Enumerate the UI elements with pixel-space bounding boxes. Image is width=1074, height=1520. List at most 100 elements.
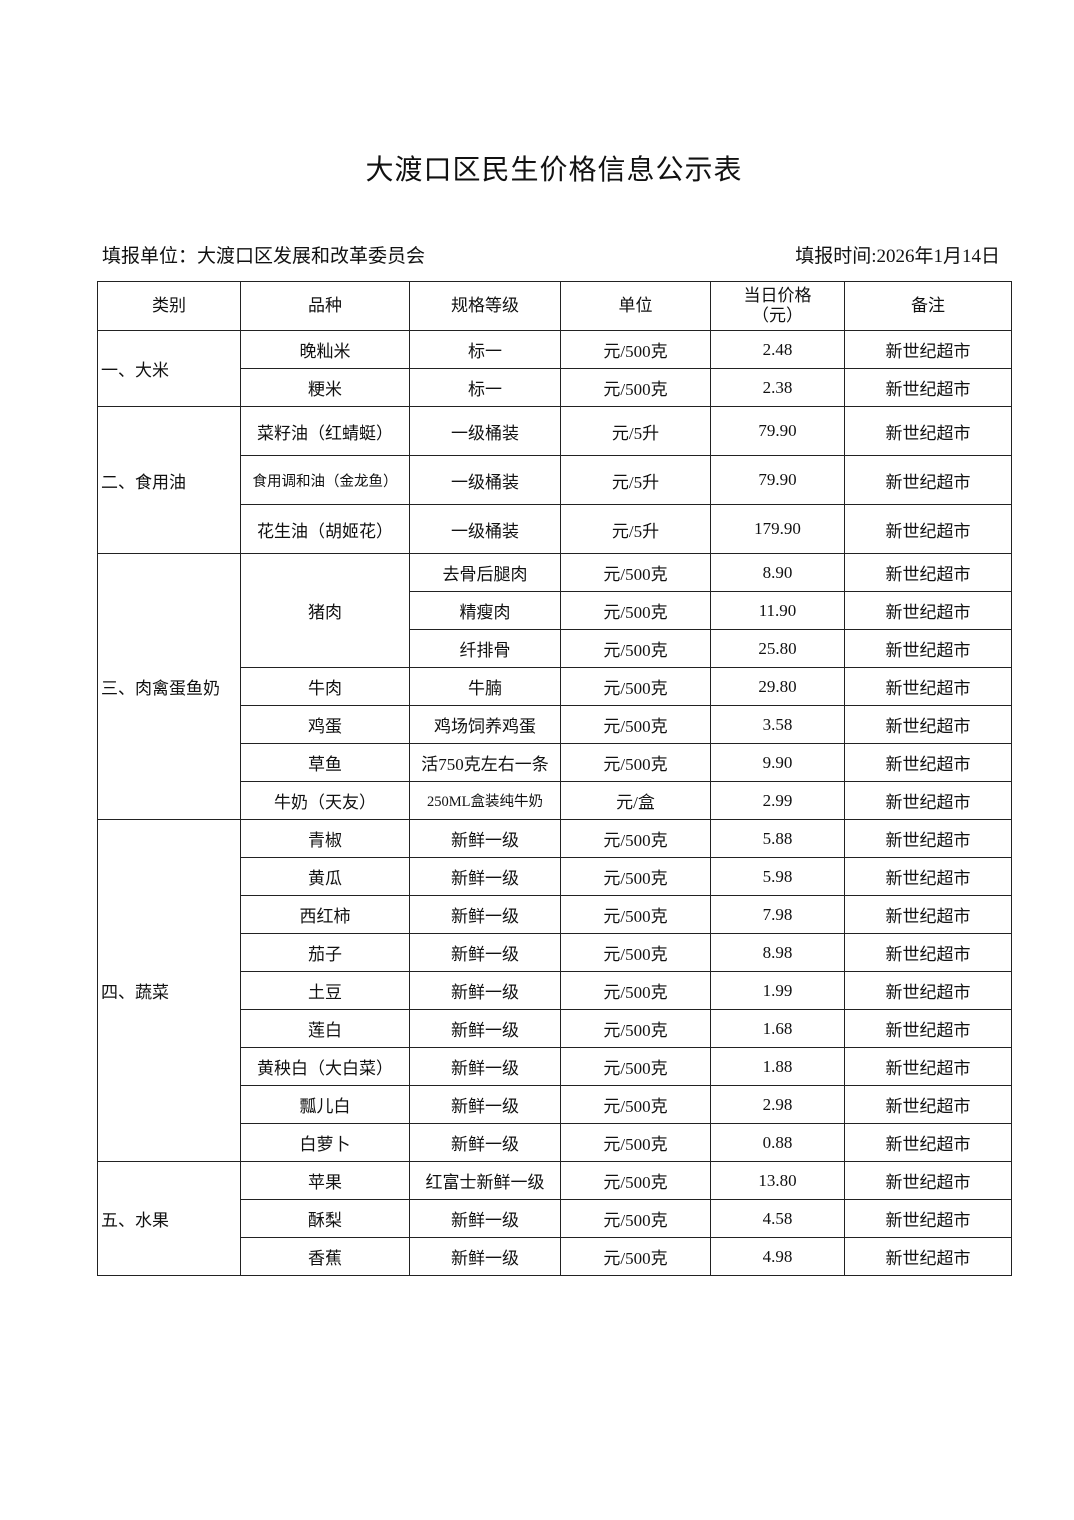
- table-row: 酥梨 新鲜一级 元/500克 4.58 新世纪超市: [98, 1199, 1012, 1238]
- table-row: 牛肉 牛腩 元/500克 29.80 新世纪超市: [98, 667, 1012, 706]
- price-cell: 1.99: [710, 971, 845, 1010]
- header-spec: 规格等级: [409, 281, 561, 331]
- unit-cell: 元/500克: [560, 330, 711, 369]
- reporting-date: 填报时间:2026年1月14日: [795, 246, 1000, 267]
- note-cell: 新世纪超市: [844, 1123, 1012, 1162]
- note-cell: 新世纪超市: [844, 933, 1012, 972]
- note-cell: 新世纪超市: [844, 1237, 1012, 1276]
- note-cell: 新世纪超市: [844, 1047, 1012, 1086]
- item-cell: 青椒: [240, 819, 410, 858]
- table-row: 黄秧白（大白菜） 新鲜一级 元/500克 1.88 新世纪超市: [98, 1047, 1012, 1086]
- price-cell: 29.80: [710, 667, 845, 706]
- note-cell: 新世纪超市: [844, 455, 1012, 505]
- table-row: 瓢儿白 新鲜一级 元/500克 2.98 新世纪超市: [98, 1085, 1012, 1124]
- spec-cell: 新鲜一级: [409, 895, 561, 934]
- table-row: 五、水果 苹果 红富士新鲜一级 元/500克 13.80 新世纪超市: [97, 1161, 1012, 1276]
- spec-cell: 一级桶装: [409, 504, 561, 554]
- price-cell: 2.48: [710, 330, 845, 369]
- table-row: 鸡蛋 鸡场饲养鸡蛋 元/500克 3.58 新世纪超市: [98, 705, 1012, 744]
- spec-cell: 一级桶装: [409, 455, 561, 505]
- spec-cell: 新鲜一级: [409, 1009, 561, 1048]
- price-cell: 5.88: [710, 819, 845, 858]
- unit-cell: 元/500克: [560, 1123, 711, 1162]
- price-table: 类别 品种 规格等级 单位 当日价格 （元） 备注 一、大米 晚籼米 标一 元/500克…: [97, 281, 1012, 1276]
- table-row: 二、食用油 菜籽油（红蜻蜓） 一级桶装 元/5升 79.90 新世纪超市: [97, 406, 1012, 554]
- note-cell: 新世纪超市: [844, 504, 1012, 554]
- spec-cell: 纤排骨: [409, 629, 561, 668]
- spec-cell: 新鲜一级: [409, 857, 561, 896]
- price-cell: 4.58: [710, 1199, 845, 1238]
- category-cell: 三、肉禽蛋鱼奶: [97, 553, 241, 820]
- header-row: 类别 品种 规格等级 单位 当日价格 （元） 备注: [97, 281, 1012, 331]
- item-cell: 牛肉: [240, 667, 410, 706]
- item-cell: 土豆: [240, 971, 410, 1010]
- table-row: 茄子 新鲜一级 元/500克 8.98 新世纪超市: [98, 933, 1012, 972]
- table-row: 纤排骨 元/500克 25.80 新世纪超市: [98, 629, 1012, 668]
- spec-cell: 活750克左右一条: [409, 743, 561, 782]
- spec-cell: 新鲜一级: [409, 1237, 561, 1276]
- table-row: 四、蔬菜 青椒 新鲜一级 元/500克 5.88 新世纪超市: [97, 819, 1012, 1162]
- item-cell: 莲白: [240, 1009, 410, 1048]
- unit-cell: 元/500克: [560, 591, 711, 630]
- spec-cell: 标一: [409, 330, 561, 369]
- header-price: 当日价格 （元）: [710, 281, 845, 331]
- category-cell: 一、大米: [97, 330, 241, 407]
- unit-cell: 元/500克: [560, 971, 711, 1010]
- table-row: 粳米 标一 元/500克 2.38 新世纪超市: [98, 368, 1012, 407]
- unit-cell: 元/500克: [560, 1009, 711, 1048]
- unit-cell: 元/500克: [560, 933, 711, 972]
- note-cell: 新世纪超市: [844, 743, 1012, 782]
- category-cell: 四、蔬菜: [97, 819, 241, 1162]
- spec-cell: 精瘦肉: [409, 591, 561, 630]
- item-cell: 苹果: [240, 1161, 410, 1200]
- table-row: 精瘦肉 元/500克 11.90 新世纪超市: [98, 591, 1012, 630]
- table-row: 白萝卜 新鲜一级 元/500克 0.88 新世纪超市: [98, 1123, 1012, 1162]
- item-cell: 西红柿: [240, 895, 410, 934]
- price-cell: 2.99: [710, 781, 845, 820]
- price-cell: 1.68: [710, 1009, 845, 1048]
- note-cell: 新世纪超市: [844, 1085, 1012, 1124]
- item-cell: 酥梨: [240, 1199, 410, 1238]
- note-cell: 新世纪超市: [844, 591, 1012, 630]
- price-cell: 11.90: [710, 591, 845, 630]
- unit-cell: 元/500克: [560, 895, 711, 934]
- table-row: 香蕉 新鲜一级 元/500克 4.98 新世纪超市: [98, 1237, 1012, 1276]
- item-cell: 食用调和油（金龙鱼）: [240, 455, 410, 505]
- table-row: 三、肉禽蛋鱼奶 猪肉 去骨后腿肉 元/500克 8.90 新世纪超市: [97, 553, 1012, 820]
- spec-cell: 250ML盒装纯牛奶: [409, 781, 561, 820]
- unit-cell: 元/500克: [560, 1199, 711, 1238]
- spec-cell: 新鲜一级: [409, 819, 561, 858]
- category-cell: 五、水果: [97, 1161, 241, 1276]
- item-cell: 鸡蛋: [240, 705, 410, 744]
- price-cell: 1.88: [710, 1047, 845, 1086]
- table-row: 一、大米 晚籼米 标一 元/500克 2.48 新世纪超市: [97, 330, 1012, 407]
- note-cell: 新世纪超市: [844, 781, 1012, 820]
- page-title: 大渡口区民生价格信息公示表: [365, 155, 743, 186]
- spec-cell: 新鲜一级: [409, 1199, 561, 1238]
- spec-cell: 新鲜一级: [409, 1085, 561, 1124]
- price-cell: 9.90: [710, 743, 845, 782]
- unit-cell: 元/500克: [560, 1161, 711, 1200]
- item-cell: 菜籽油（红蜻蜓）: [240, 406, 410, 456]
- note-cell: 新世纪超市: [844, 667, 1012, 706]
- table-row: 土豆 新鲜一级 元/500克 1.99 新世纪超市: [98, 971, 1012, 1010]
- table-row: 莲白 新鲜一级 元/500克 1.68 新世纪超市: [98, 1009, 1012, 1048]
- price-cell: 7.98: [710, 895, 845, 934]
- unit-cell: 元/500克: [560, 819, 711, 858]
- price-cell: 4.98: [710, 1237, 845, 1276]
- table-row: 西红柿 新鲜一级 元/500克 7.98 新世纪超市: [98, 895, 1012, 934]
- item-cell: 瓢儿白: [240, 1085, 410, 1124]
- spec-cell: 去骨后腿肉: [409, 553, 561, 592]
- note-cell: 新世纪超市: [844, 857, 1012, 896]
- spec-cell: 红富士新鲜一级: [409, 1161, 561, 1200]
- header-unit: 单位: [560, 281, 711, 331]
- item-cell: 猪肉: [240, 553, 410, 668]
- unit-cell: 元/500克: [560, 743, 711, 782]
- note-cell: 新世纪超市: [844, 330, 1012, 369]
- reporting-unit: 填报单位：大渡口区发展和改革委员会: [102, 246, 426, 267]
- note-cell: 新世纪超市: [844, 1161, 1012, 1200]
- item-cell: 黄瓜: [240, 857, 410, 896]
- note-cell: 新世纪超市: [844, 819, 1012, 858]
- price-cell: 2.98: [710, 1085, 845, 1124]
- unit-cell: 元/500克: [560, 553, 711, 592]
